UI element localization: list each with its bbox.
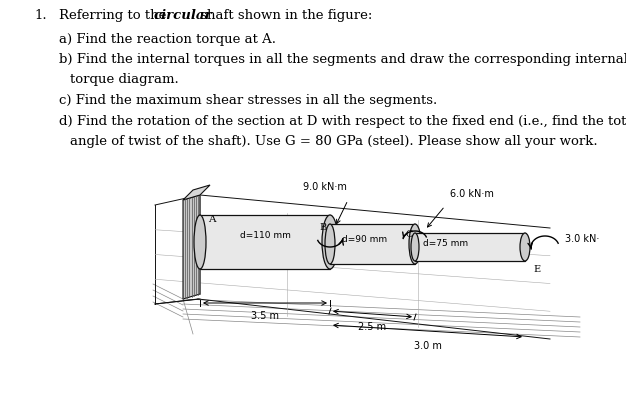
Ellipse shape (411, 233, 419, 261)
Text: torque diagram.: torque diagram. (70, 73, 179, 86)
Text: A: A (208, 215, 216, 224)
Text: c) Find the maximum shear stresses in all the segments.: c) Find the maximum shear stresses in al… (59, 94, 438, 107)
Polygon shape (200, 215, 330, 269)
Text: d) Find the rotation of the section at D with respect to the fixed end (i.e., fi: d) Find the rotation of the section at D… (59, 115, 626, 128)
Polygon shape (183, 195, 200, 299)
Text: d=90 mm: d=90 mm (342, 236, 387, 245)
Text: angle of twist of the shaft). Use G = 80 GPa (steel). Please show all your work.: angle of twist of the shaft). Use G = 80… (70, 135, 598, 148)
Text: b) Find the internal torques in all the segments and draw the corresponding inte: b) Find the internal torques in all the … (59, 53, 626, 66)
Text: 1.: 1. (34, 9, 47, 22)
Ellipse shape (194, 215, 206, 269)
Polygon shape (183, 185, 210, 200)
Text: C: C (406, 230, 413, 239)
Text: circular: circular (153, 9, 212, 22)
Ellipse shape (325, 224, 335, 264)
Text: 3.5 m: 3.5 m (251, 311, 279, 321)
Ellipse shape (520, 233, 530, 261)
Text: Referring to the: Referring to the (59, 9, 171, 22)
Text: 6.0 kN·m: 6.0 kN·m (450, 189, 494, 199)
Text: shaft shown in the figure:: shaft shown in the figure: (196, 9, 372, 22)
Text: 3.0 m: 3.0 m (414, 341, 441, 351)
Text: 3.0 kN·: 3.0 kN· (565, 234, 599, 244)
Polygon shape (415, 233, 525, 261)
Text: a) Find the reaction torque at A.: a) Find the reaction torque at A. (59, 33, 277, 46)
Text: E: E (533, 265, 540, 274)
Text: B: B (320, 223, 327, 232)
Text: 2.5 m: 2.5 m (359, 322, 387, 332)
Ellipse shape (409, 224, 421, 264)
Text: d=75 mm: d=75 mm (423, 239, 468, 247)
Polygon shape (330, 224, 415, 264)
Text: d=110 mm: d=110 mm (240, 232, 290, 241)
Text: 9.0 kN·m: 9.0 kN·m (303, 182, 347, 192)
Ellipse shape (322, 215, 338, 269)
